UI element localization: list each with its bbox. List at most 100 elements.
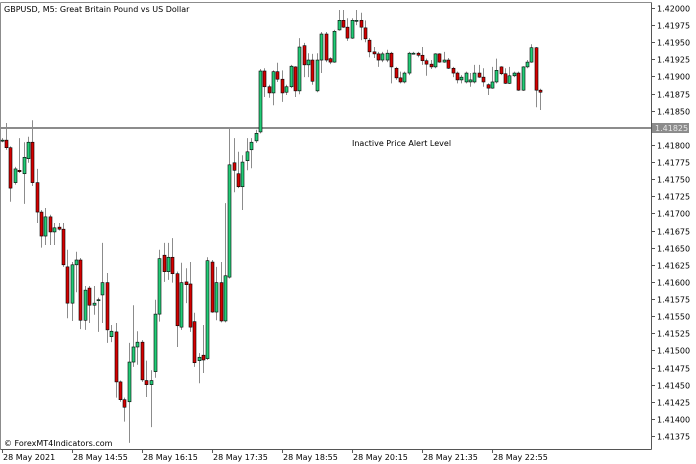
bull-candle-body [529,47,534,63]
bull-candle-body [135,341,140,348]
bear-candle-body [87,287,92,306]
price-tick-label: 1.41475 [657,365,690,374]
price-tick-label: 1.41600 [657,279,690,288]
bull-candle-body [271,71,276,94]
bear-candle-body [114,331,119,383]
bear-candle-body [262,70,267,88]
candle [188,262,193,332]
bear-candle-body [372,51,377,55]
candles [0,10,543,443]
candle [446,57,451,69]
bear-candle-body [30,141,35,183]
bear-candle-body [394,67,399,79]
bull-candle-body [179,282,184,328]
candle [481,68,486,87]
price-tick-label: 1.41775 [657,159,690,168]
candle [179,262,184,330]
candle [157,249,162,322]
bear-candle-body [61,228,66,266]
candle [280,70,285,102]
candle [490,66,495,89]
candle [4,123,9,150]
candle [315,53,320,93]
bear-candle-body [48,216,53,233]
bear-candle-body [293,66,298,92]
bear-candle-body [424,60,429,65]
time-tick-label: 28 May 16:15 [143,453,198,462]
bull-candle-body [205,260,210,359]
candle [534,47,539,108]
bear-candle-body [363,27,368,40]
bull-candle-body [214,282,219,313]
candle [65,249,70,319]
bull-candle-body [507,75,512,84]
candle [57,223,62,231]
bull-candle-body [407,52,412,74]
candle [70,262,75,321]
candle [455,71,460,84]
bear-candle-body [280,78,285,94]
bull-candle-body [459,76,464,81]
candle [39,210,44,248]
bear-candle-body [367,39,372,53]
candle [429,60,434,69]
price-axis[interactable]: 1.42000 1.41975 1.41950 1.41925 1.41900 1.418… [651,5,690,442]
bull-candle-body [83,289,88,321]
candle [43,207,48,245]
candle [345,18,350,41]
bull-candle-body [157,258,162,315]
candle [359,12,364,41]
candle [275,62,280,82]
candle [184,268,189,304]
bull-candle-body [131,346,136,363]
bull-candle-body [411,52,416,55]
price-alert[interactable]: Inactive Price Alert Level 1.41825 [0,123,689,148]
bear-candle-body [516,72,521,91]
bear-candle-body [389,52,394,68]
candle [337,10,342,31]
alert-price-badge [652,123,689,133]
price-tick-label: 1.41550 [657,313,690,322]
time-axis[interactable]: 28 May 2021 28 May 14:55 28 May 16:15 28 Ma… [2,449,548,462]
candle [127,342,132,443]
candle [267,84,272,98]
bear-candle-body [345,26,350,39]
candle [83,286,88,330]
candle [407,51,412,76]
bear-candle-body [170,256,175,275]
price-tick-label: 1.41425 [657,399,690,408]
bear-candle-body [455,72,460,81]
price-tick-label: 1.41525 [657,330,690,339]
candle [310,53,315,85]
bull-candle-body [70,264,75,304]
candle [271,70,276,106]
candle [170,238,175,283]
price-tick-label: 1.41625 [657,262,690,271]
bull-candle-body [402,72,407,83]
bull-candle-body [319,33,324,61]
candle [433,53,438,69]
bear-candle-body [481,76,486,83]
candle [87,286,92,324]
bull-candle-body [284,86,289,93]
candle [284,84,289,95]
bear-candle-body [122,399,127,408]
bull-candle-body [494,70,499,83]
time-tick-label: 28 May 2021 [3,453,55,462]
candle [236,151,241,189]
bear-candle-body [446,59,451,69]
bull-candle-body [380,53,385,61]
candle [477,64,482,78]
candle [232,138,237,193]
bear-candle-body [175,273,180,327]
candle [516,71,521,91]
bull-candle-body [254,133,259,142]
bear-candle-body [328,58,333,63]
candle [210,260,215,313]
bear-candle-body [35,182,40,213]
candle [319,31,324,74]
candle [306,53,311,78]
candle [22,142,27,204]
candle [74,251,79,293]
